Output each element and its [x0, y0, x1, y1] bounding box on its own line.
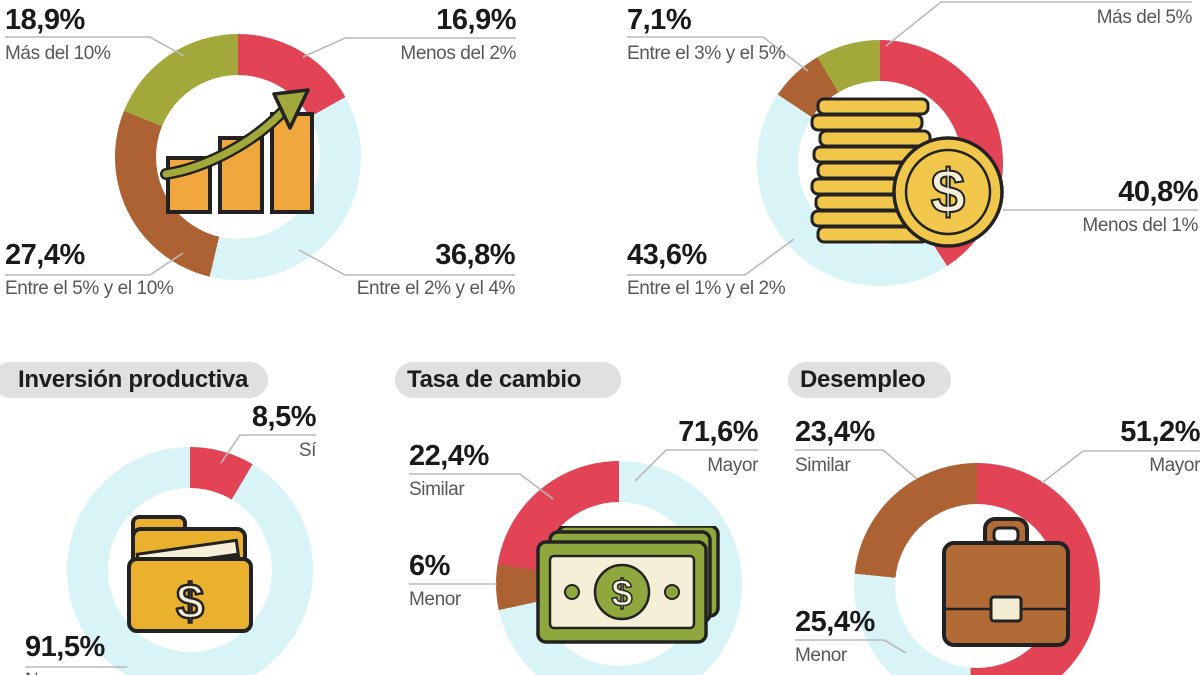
segment-category: Sí [298, 440, 317, 461]
segment-value: 27,4% [5, 239, 85, 271]
segment-label-block: 7,1% Entre el 3% y el 5% [627, 4, 786, 65]
segment-value: 23,4% [795, 416, 875, 448]
segment-value: 22,4% [409, 440, 489, 472]
growth-bars-arrow-icon [160, 88, 314, 214]
segment-category: Entre el 1% y el 2% [627, 278, 786, 299]
segment-label-block: 16,9% Menos del 2% [400, 5, 516, 65]
segment-label-block: 18,9% Más del 10% [5, 4, 111, 65]
segment-value: 71,6% [678, 416, 758, 448]
segment-value: 6% [409, 550, 450, 582]
briefcase-icon [942, 517, 1070, 647]
segment-category: Menor [795, 645, 847, 666]
segment-value: 91,5% [25, 631, 105, 663]
segment-label-block: 43,6% Entre el 1% y el 2% [627, 239, 786, 300]
folder-dollar-icon: $ [127, 515, 253, 633]
segment-category: No [25, 670, 105, 675]
segment-label-block: 6% Menor [409, 551, 461, 611]
segment-category: Más del 5% [1096, 7, 1193, 28]
segment-category: Más del 10% [5, 43, 111, 64]
segment-value: 40,8% [1118, 176, 1198, 208]
segment-label-block: 23,4% Similar [795, 417, 875, 477]
segment-value: 51,2% [1120, 416, 1200, 448]
segment-label-block: 22,4% Similar [409, 441, 489, 501]
segment-label-block: 36,8% Entre el 2% y el 4% [356, 239, 516, 300]
banknotes-dollar-icon: $ [536, 526, 720, 644]
segment-label-block: 51,2% Mayor [1120, 417, 1200, 477]
segment-label-block: Más del 5% [1096, 7, 1193, 29]
segment-value: 25,4% [795, 606, 875, 638]
segment-category: Menos del 2% [400, 43, 516, 64]
segment-label-block: 71,6% Mayor [678, 417, 758, 477]
svg-text:$: $ [611, 573, 632, 615]
segment-value: 8,5% [251, 401, 317, 433]
segment-value: 7,1% [627, 4, 692, 36]
segment-category: Similar [795, 455, 851, 476]
segment-category: Entre el 2% y el 4% [356, 278, 516, 299]
segment-category: Entre el 3% y el 5% [627, 43, 786, 64]
segment-category: Menor [409, 589, 461, 610]
segment-label-block: 40,8% Menos del 1% [1082, 177, 1198, 237]
segment-category: Similar [409, 479, 465, 500]
segment-category: Mayor [1149, 455, 1200, 476]
segment-category: Entre el 5% y el 10% [5, 278, 174, 299]
chart-title-investment: Inversión productiva [0, 362, 268, 398]
chart-title-unemployment: Desempleo [788, 362, 951, 398]
segment-label-block: 91,5% No [25, 632, 105, 675]
segment-value: 18,9% [5, 4, 85, 36]
segment-value: 16,9% [436, 4, 516, 36]
coins-dollar-icon: $ [810, 97, 1004, 248]
segment-label-block: 27,4% Entre el 5% y el 10% [5, 239, 174, 300]
chart-title-text: Tasa de cambio [407, 366, 582, 393]
chart-title-text: Inversión productiva [18, 366, 249, 393]
segment-category: Mayor [707, 455, 758, 476]
segment-value: 36,8% [435, 239, 515, 271]
segment-value: 43,6% [627, 239, 707, 271]
segment-label-block: 25,4% Menor [795, 607, 875, 667]
chart-title-text: Desempleo [800, 366, 926, 393]
svg-text:$: $ [931, 158, 965, 227]
chart-title-exchange-rate: Tasa de cambio [395, 362, 621, 398]
segment-label-block: 8,5% Sí [251, 401, 317, 462]
segment-category: Menos del 1% [1082, 215, 1198, 236]
svg-text:$: $ [176, 574, 204, 630]
